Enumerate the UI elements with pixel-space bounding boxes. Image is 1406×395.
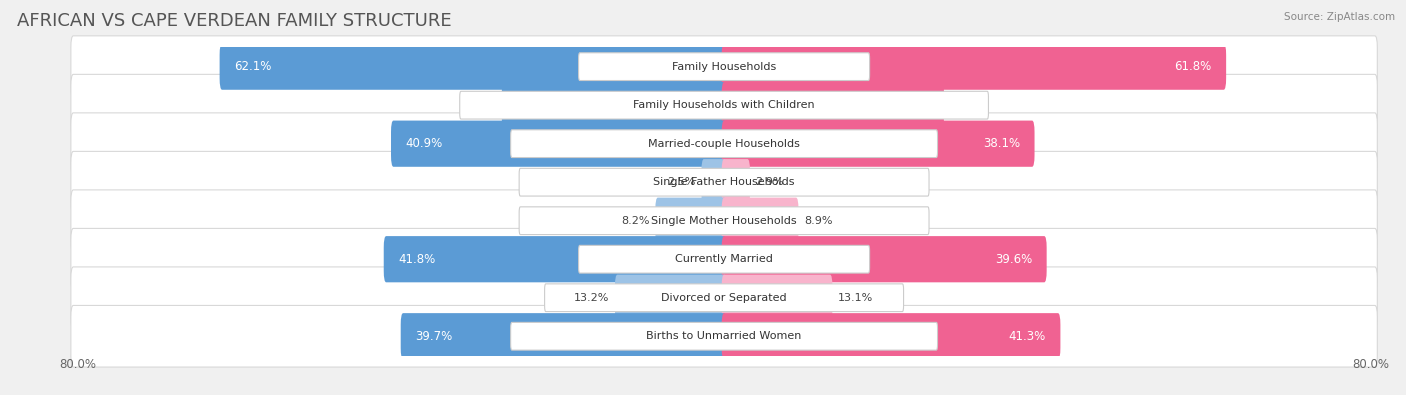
Text: 8.9%: 8.9% (804, 216, 832, 226)
FancyBboxPatch shape (519, 168, 929, 196)
FancyBboxPatch shape (70, 74, 1378, 136)
FancyBboxPatch shape (721, 275, 832, 321)
FancyBboxPatch shape (391, 120, 727, 167)
FancyBboxPatch shape (384, 236, 727, 282)
FancyBboxPatch shape (70, 305, 1378, 367)
FancyBboxPatch shape (519, 207, 929, 235)
FancyBboxPatch shape (70, 190, 1378, 252)
FancyBboxPatch shape (70, 36, 1378, 98)
FancyBboxPatch shape (721, 120, 1035, 167)
Text: 39.6%: 39.6% (995, 253, 1032, 266)
Text: Single Father Households: Single Father Households (654, 177, 794, 187)
Text: 13.1%: 13.1% (838, 293, 873, 303)
FancyBboxPatch shape (70, 113, 1378, 175)
FancyBboxPatch shape (655, 198, 727, 244)
Text: 39.7%: 39.7% (415, 330, 453, 343)
FancyBboxPatch shape (721, 198, 799, 244)
Text: 41.3%: 41.3% (1008, 330, 1046, 343)
Text: 8.2%: 8.2% (621, 216, 650, 226)
FancyBboxPatch shape (614, 275, 727, 321)
FancyBboxPatch shape (510, 130, 938, 158)
FancyBboxPatch shape (70, 267, 1378, 329)
FancyBboxPatch shape (579, 53, 870, 81)
Text: 2.9%: 2.9% (755, 177, 785, 187)
FancyBboxPatch shape (721, 159, 749, 205)
FancyBboxPatch shape (510, 322, 938, 350)
Text: 2.5%: 2.5% (668, 177, 696, 187)
FancyBboxPatch shape (721, 236, 1046, 282)
FancyBboxPatch shape (219, 43, 727, 90)
FancyBboxPatch shape (70, 228, 1378, 290)
Text: Source: ZipAtlas.com: Source: ZipAtlas.com (1284, 12, 1395, 22)
Text: 41.8%: 41.8% (398, 253, 436, 266)
FancyBboxPatch shape (544, 284, 904, 312)
Legend: African, Cape Verdean: African, Cape Verdean (626, 394, 823, 395)
FancyBboxPatch shape (721, 313, 1060, 359)
Text: 40.9%: 40.9% (405, 137, 443, 150)
FancyBboxPatch shape (721, 82, 943, 128)
Text: Family Households: Family Households (672, 62, 776, 71)
Text: 62.1%: 62.1% (235, 60, 271, 73)
FancyBboxPatch shape (70, 151, 1378, 213)
Text: 26.9%: 26.9% (891, 99, 929, 112)
Text: 13.2%: 13.2% (574, 293, 609, 303)
Text: Currently Married: Currently Married (675, 254, 773, 264)
FancyBboxPatch shape (502, 82, 727, 128)
Text: 27.2%: 27.2% (516, 99, 554, 112)
Text: Births to Unmarried Women: Births to Unmarried Women (647, 331, 801, 341)
Text: Married-couple Households: Married-couple Households (648, 139, 800, 149)
FancyBboxPatch shape (702, 159, 727, 205)
Text: 38.1%: 38.1% (983, 137, 1019, 150)
FancyBboxPatch shape (579, 245, 870, 273)
Text: Family Households with Children: Family Households with Children (633, 100, 815, 110)
Text: Divorced or Separated: Divorced or Separated (661, 293, 787, 303)
Text: AFRICAN VS CAPE VERDEAN FAMILY STRUCTURE: AFRICAN VS CAPE VERDEAN FAMILY STRUCTURE (17, 12, 451, 30)
Text: Single Mother Households: Single Mother Households (651, 216, 797, 226)
FancyBboxPatch shape (401, 313, 727, 359)
FancyBboxPatch shape (460, 91, 988, 119)
FancyBboxPatch shape (721, 43, 1226, 90)
Text: 61.8%: 61.8% (1174, 60, 1212, 73)
